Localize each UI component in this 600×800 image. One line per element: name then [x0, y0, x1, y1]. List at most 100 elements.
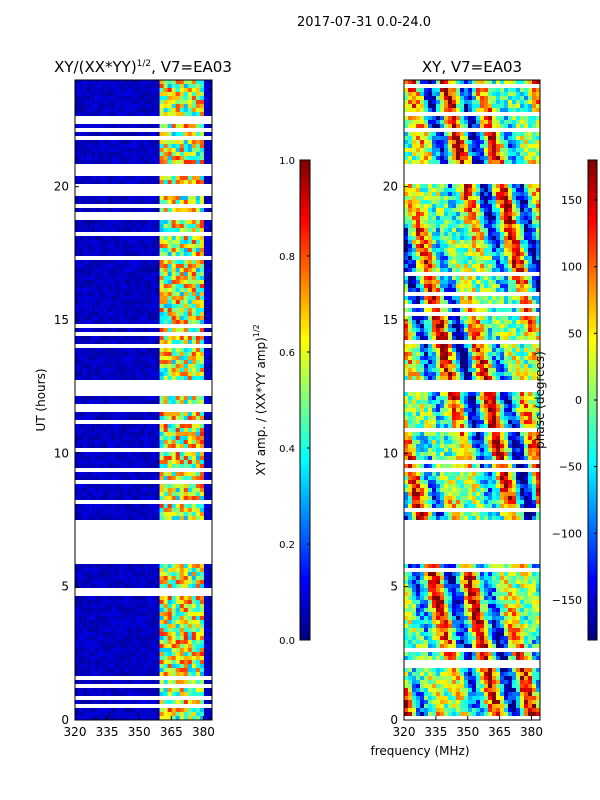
heatmap-cell	[127, 284, 132, 289]
heatmap-cell	[147, 488, 152, 493]
heatmap-cell	[167, 124, 173, 129]
heatmap-cell	[87, 516, 92, 521]
heatmap-cell	[139, 608, 144, 613]
heatmap-cell	[191, 148, 197, 153]
colorbar-strip	[300, 316, 310, 321]
heatmap-cell	[115, 656, 120, 661]
heatmap-cell	[171, 612, 177, 617]
heatmap-cell	[167, 364, 173, 369]
heatmap-cell	[187, 428, 193, 433]
heatmap-cell	[151, 428, 156, 433]
heatmap-cell	[436, 108, 441, 113]
heatmap-cell	[163, 264, 168, 269]
heatmap-cell	[127, 200, 132, 205]
heatmap-cell	[195, 260, 201, 265]
heatmap-cell	[195, 648, 201, 653]
heatmap-cell	[143, 160, 148, 165]
heatmap-cell	[203, 296, 209, 301]
heatmap-cell	[428, 80, 433, 85]
heatmap-cell	[159, 140, 164, 145]
heatmap-cell	[103, 580, 108, 585]
heatmap-cell	[183, 112, 189, 117]
heatmap-cell	[79, 424, 84, 429]
heatmap-cell	[480, 212, 485, 217]
heatmap-cell	[95, 412, 100, 417]
heatmap-cell	[428, 200, 433, 205]
heatmap-cell	[119, 364, 124, 369]
heatmap-cell	[171, 584, 177, 589]
heatmap-cell	[103, 484, 108, 489]
heatmap-cell	[119, 476, 124, 481]
heatmap-cell	[428, 96, 433, 101]
heatmap-cell	[175, 620, 181, 625]
heatmap-cell	[95, 668, 100, 673]
heatmap-cell	[159, 368, 164, 373]
heatmap-cell	[111, 712, 116, 717]
heatmap-cell	[143, 376, 148, 381]
heatmap-cell	[167, 372, 173, 377]
heatmap-cell	[199, 348, 205, 353]
heatmap-cell	[159, 572, 164, 577]
heatmap-cell	[79, 484, 84, 489]
heatmap-cell	[155, 444, 160, 449]
heatmap-cell	[95, 508, 100, 513]
colorbar-strip	[300, 332, 310, 337]
heatmap-cell	[79, 152, 84, 157]
heatmap-cell	[175, 156, 181, 161]
heatmap-cell	[111, 276, 116, 281]
heatmap-cell	[135, 368, 140, 373]
heatmap-cell	[408, 156, 413, 161]
heatmap-cell	[159, 268, 164, 273]
heatmap-cell	[484, 80, 489, 85]
heatmap-cell	[532, 92, 537, 97]
heatmap-cell	[440, 120, 445, 125]
heatmap-cell	[424, 208, 429, 213]
heatmap-cell	[119, 340, 124, 345]
heatmap-cell	[135, 196, 140, 201]
heatmap-cell	[95, 140, 100, 145]
heatmap-cell	[75, 124, 80, 129]
heatmap-cell	[500, 200, 505, 205]
heatmap-cell	[99, 264, 104, 269]
heatmap-cell	[135, 644, 140, 649]
heatmap-cell	[131, 656, 136, 661]
heatmap-cell	[452, 196, 457, 201]
heatmap-cell	[424, 132, 429, 137]
heatmap-cell	[79, 284, 84, 289]
heatmap-cell	[436, 80, 441, 85]
heatmap-cell	[163, 456, 168, 461]
heatmap-cell	[107, 156, 112, 161]
heatmap-cell	[167, 248, 173, 253]
heatmap-cell	[87, 288, 92, 293]
heatmap-cell	[123, 320, 128, 325]
heatmap-cell	[119, 92, 124, 97]
heatmap-cell	[75, 148, 80, 153]
heatmap-cell	[147, 160, 152, 165]
heatmap-cell	[147, 320, 152, 325]
heatmap-cell	[99, 360, 104, 365]
heatmap-cell	[87, 340, 92, 345]
heatmap-cell	[476, 108, 481, 113]
heatmap-cell	[143, 244, 148, 249]
heatmap-cell	[171, 148, 177, 153]
heatmap-cell	[115, 664, 120, 669]
heatmap-cell	[207, 208, 213, 213]
heatmap-cell	[135, 248, 140, 253]
heatmap-cell	[111, 632, 116, 637]
heatmap-cell	[119, 688, 124, 693]
heatmap-cell	[115, 328, 120, 333]
heatmap-cell	[207, 396, 213, 401]
heatmap-cell	[191, 88, 197, 93]
heatmap-cell	[175, 284, 181, 289]
colorbar-strip	[300, 492, 310, 497]
heatmap-cell	[91, 148, 96, 153]
heatmap-cell	[115, 236, 120, 241]
heatmap-cell	[179, 400, 185, 405]
heatmap-cell	[83, 292, 88, 297]
heatmap-cell	[163, 304, 168, 309]
heatmap-cell	[159, 352, 164, 357]
heatmap-cell	[472, 108, 477, 113]
heatmap-cell	[87, 284, 92, 289]
heatmap-cell	[119, 208, 124, 213]
heatmap-cell	[75, 424, 80, 429]
